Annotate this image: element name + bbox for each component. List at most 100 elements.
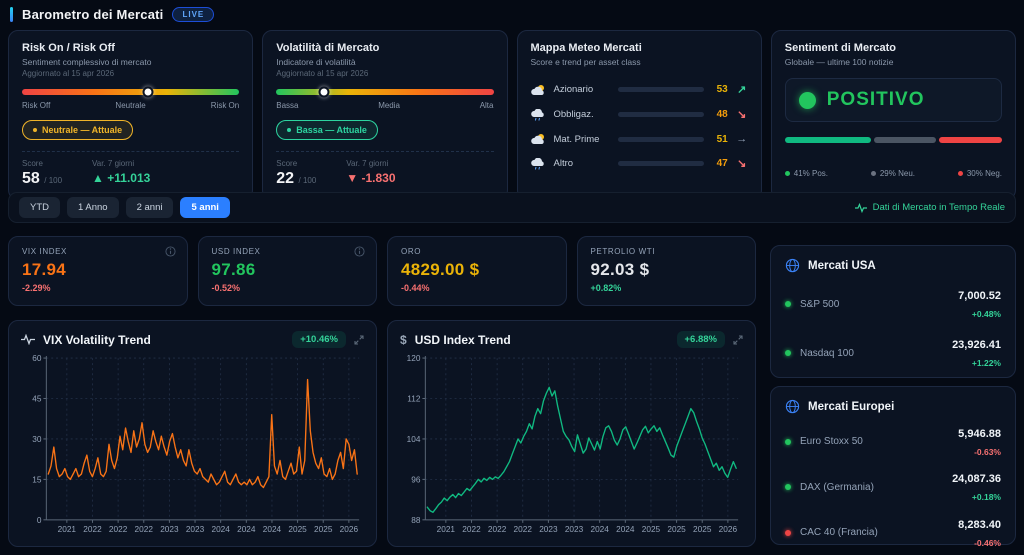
timerange-bar: YTD 1 Anno 2 anni 5 anni Dati di Mercato…: [8, 192, 1016, 223]
legend-item-neutral: 29% Neu.: [870, 169, 915, 178]
markets-usa-card: Mercati USA S&P 500 7,000.52 +0.48% Nasda…: [770, 245, 1016, 417]
expand-icon[interactable]: [354, 334, 364, 345]
scale-label-left: Risk Off: [22, 101, 51, 110]
svg-text:2026: 2026: [719, 524, 738, 534]
timerange-btn-ytd[interactable]: YTD: [19, 197, 60, 218]
svg-text:88: 88: [411, 515, 421, 525]
volatility-gauge-dot[interactable]: [318, 86, 330, 98]
card-title: Mappa Meteo Mercati: [530, 42, 642, 54]
svg-text:2024: 2024: [616, 524, 635, 534]
status-badge: Bassa — Attuale: [276, 120, 378, 140]
metric-value: 4829.00 $: [401, 260, 480, 279]
info-icon[interactable]: [354, 246, 365, 257]
timerange-btn-1anno[interactable]: 1 Anno: [67, 197, 119, 218]
market-change: +0.18%: [971, 492, 1001, 502]
svg-text:2021: 2021: [58, 524, 77, 534]
charts-row: VIX Volatility Trend +10.46% 0 15 30 45 60 20…: [8, 320, 756, 547]
rain-cloud-icon: [530, 157, 544, 170]
weather-label: Azionario: [553, 84, 594, 95]
market-weather-card: Mappa Meteo Mercati Score e trend per as…: [516, 30, 762, 200]
wti-metric-card[interactable]: PETROLIO WTI 92.03 $ +0.82%: [576, 236, 756, 306]
legend-item-negative: 30% Neg.: [957, 169, 1002, 178]
card-title: Risk On / Risk Off: [22, 42, 115, 54]
weather-row-obbligaz[interactable]: Obbligaz. 48 ↘: [530, 108, 748, 121]
status-dot-icon: [785, 529, 791, 536]
svg-text:112: 112: [407, 393, 420, 403]
svg-text:2025: 2025: [667, 524, 686, 534]
svg-text:96: 96: [411, 474, 421, 484]
sentiment-distribution-bar: [784, 137, 1002, 143]
weather-row-mat-prime[interactable]: Mat. Prime 51 →: [530, 133, 748, 145]
svg-text:2023: 2023: [539, 524, 558, 534]
gauge-stats: Score 22 / 100 Var. 7 giorni ▼ -1.830: [276, 159, 493, 188]
legend-item-positive: 41% Pos.: [784, 169, 828, 178]
weather-label: Mat. Prime: [553, 133, 600, 145]
svg-text:2025: 2025: [314, 524, 333, 534]
weather-bar-track: [617, 87, 704, 92]
legend-dot-icon: [784, 171, 790, 176]
weather-rows: Azionario 53 ↗ Obbligaz. 48 ↘ Mat. Prime…: [530, 83, 748, 170]
market-change: +1.22%: [971, 358, 1001, 368]
scale-label-right: Risk On: [210, 101, 240, 110]
risk-gauge-dot[interactable]: [142, 86, 154, 98]
risk-gauge-track: [22, 86, 240, 98]
sentiment-status-dot-icon: [798, 91, 816, 109]
metric-value: 97.86: [211, 260, 256, 279]
usd-metric-card[interactable]: USD INDEX 97.86 -0.52%: [197, 236, 377, 306]
svg-text:60: 60: [32, 353, 42, 363]
gold-metric-card[interactable]: ORO 4829.00 $ -0.44%: [387, 236, 567, 306]
market-value: 5,946.88: [958, 427, 1001, 440]
markets-europe-card: Mercati Europei Euro Stoxx 50 5,946.88 -0…: [770, 386, 1016, 548]
card-subtitle: Indicatore di volatilità: [276, 57, 356, 67]
market-value: 8,283.40: [958, 518, 1001, 531]
legend-label: 30% Neg.: [966, 169, 1002, 178]
svg-text:2025: 2025: [288, 524, 307, 534]
svg-text:2022: 2022: [109, 524, 128, 534]
market-change: +0.48%: [971, 309, 1001, 319]
weather-bar-track: [617, 112, 704, 117]
expand-icon[interactable]: [733, 334, 743, 345]
globe-icon: [785, 258, 800, 273]
market-value: 24,087.36: [952, 473, 1001, 485]
metric-change: -2.29%: [22, 283, 51, 293]
var-label: Var. 7 giorni: [92, 159, 135, 168]
weather-row-altro[interactable]: Altro 47 ↘: [530, 157, 748, 170]
market-card-header: Mercati Europei: [785, 399, 1001, 414]
sentiment-positive-segment: [784, 137, 872, 143]
card-updated-date: Aggiornato al 15 apr 2026: [276, 69, 369, 78]
weather-row-azionario[interactable]: Azionario 53 ↗: [530, 83, 748, 96]
vix-line-chart[interactable]: 0 15 30 45 60 2021 2022 2022 2022 2023 2023 2024 202…: [21, 352, 364, 536]
activity-icon: [21, 334, 35, 345]
market-row-cac40[interactable]: CAC 40 (Francia) 8,283.40 -0.46%: [785, 515, 1001, 551]
vix-metric-card[interactable]: VIX INDEX 17.94 -2.29%: [8, 236, 188, 306]
svg-text:2026: 2026: [340, 524, 359, 534]
usd-line-chart[interactable]: 88 96 104 112 120 2021 2022 2022 2022 2023 2023 202…: [400, 352, 743, 536]
market-row-nasdaq100[interactable]: Nasdaq 100 23,926.41 +1.22%: [785, 335, 1001, 371]
market-row-dax[interactable]: DAX (Germania) 24,087.36 +0.18%: [785, 469, 1001, 505]
badge-dot-icon: [287, 128, 292, 132]
svg-text:2022: 2022: [488, 524, 507, 534]
trend-flat-icon: →: [736, 133, 748, 145]
legend-label: 29% Neu.: [879, 169, 915, 178]
market-row-sp500[interactable]: S&P 500 7,000.52 +0.48%: [785, 286, 1001, 322]
timerange-btn-2anni[interactable]: 2 anni: [125, 197, 174, 218]
market-name: Nasdaq 100: [800, 347, 854, 359]
svg-text:45: 45: [32, 393, 42, 403]
svg-text:0: 0: [37, 515, 42, 525]
market-change: -0.63%: [974, 446, 1001, 457]
svg-text:2022: 2022: [514, 524, 533, 534]
info-icon[interactable]: [164, 246, 176, 257]
weather-value: 53: [716, 84, 728, 95]
legend-dot-icon: [957, 171, 963, 176]
market-card-title: Mercati USA: [808, 259, 876, 272]
market-row-eurostoxx50[interactable]: Euro Stoxx 50 5,946.88 -0.63%: [785, 424, 1001, 460]
metric-label: PETROLIO WTI: [590, 247, 656, 256]
divider: [22, 151, 240, 152]
svg-text:2024: 2024: [263, 524, 282, 534]
sun-cloud-icon: [530, 134, 544, 144]
svg-text:104: 104: [407, 434, 421, 444]
volatility-card: Volatilità di Mercato Indicatore di vola…: [262, 30, 508, 200]
metric-label: VIX INDEX: [22, 247, 67, 256]
timerange-btn-5anni[interactable]: 5 anni: [180, 197, 230, 218]
weather-label: Altro: [553, 158, 574, 169]
